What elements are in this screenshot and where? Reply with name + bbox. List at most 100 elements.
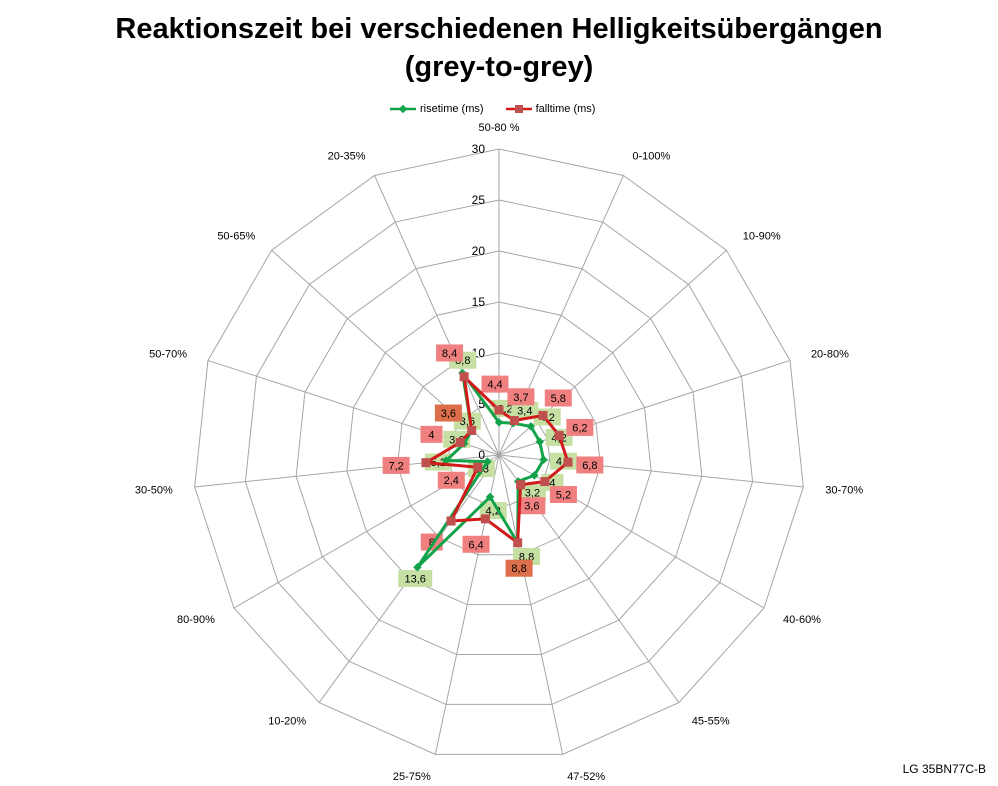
marker-risetime	[485, 492, 495, 502]
marker-falltime	[516, 480, 526, 490]
category-label: 50-65%	[217, 231, 255, 243]
grid-spoke	[498, 249, 727, 456]
data-label-box	[420, 425, 443, 443]
category-label: 25-75%	[393, 771, 431, 783]
series-line-falltime	[424, 375, 570, 545]
data-label-box	[507, 388, 535, 406]
data-label: 6,4	[468, 539, 483, 551]
marker-falltime	[473, 462, 483, 472]
data-label: 5,8	[551, 393, 566, 405]
data-label: 8,8	[511, 563, 526, 575]
data-label-box	[462, 535, 490, 553]
category-label: 50-80 %	[479, 122, 520, 134]
data-label: 4	[428, 429, 434, 441]
marker-risetime	[530, 471, 539, 480]
marker-risetime	[535, 437, 544, 447]
data-label: 8,4	[442, 348, 457, 360]
series-line-risetime	[415, 371, 546, 569]
legend-label-risetime: risetime (ms)	[420, 103, 484, 115]
radial-tick-label: 15	[472, 295, 486, 309]
category-label: 10-20%	[268, 715, 306, 727]
data-label: 3,2	[525, 488, 540, 500]
category-label: 30-50%	[135, 484, 173, 496]
marker-falltime	[459, 372, 469, 382]
legend-swatch-falltime	[505, 105, 532, 113]
category-label: 0-100%	[632, 150, 670, 162]
category-label: 40-60%	[783, 614, 821, 626]
data-label-box	[544, 389, 572, 407]
marker-falltime	[538, 410, 548, 420]
data-label-box	[576, 456, 604, 474]
data-label-box	[436, 344, 464, 362]
grid-spoke	[374, 175, 500, 456]
data-label-box	[566, 418, 594, 436]
marker-falltime	[554, 430, 564, 440]
data-label-box	[549, 486, 577, 504]
marker-risetime	[526, 422, 536, 431]
grid-ring	[244, 199, 754, 705]
data-label: 3,6	[524, 501, 539, 513]
legend-swatch-risetime	[390, 104, 416, 114]
data-label-box	[481, 375, 509, 393]
data-label: 13,6	[405, 574, 426, 586]
category-label: 10-90%	[743, 231, 781, 243]
marker-falltime	[494, 405, 504, 415]
marker-falltime	[421, 458, 431, 468]
category-label: 50-70%	[149, 349, 187, 361]
marker-falltime	[455, 437, 465, 447]
data-label-box	[437, 471, 465, 489]
category-label: 80-90%	[177, 614, 215, 626]
marker-risetime	[483, 457, 492, 466]
marker-falltime	[513, 538, 523, 548]
marker-risetime	[413, 562, 422, 572]
data-label: 5,2	[556, 490, 571, 502]
data-label: 2,4	[444, 475, 459, 487]
marker-falltime	[563, 457, 573, 467]
data-label-box	[434, 404, 462, 422]
data-label-box	[518, 497, 546, 515]
grid-ring	[194, 148, 804, 755]
chart-title-line-2: (grey-to-grey)	[404, 51, 594, 83]
legend-item-falltime: falltime (ms)	[505, 103, 596, 115]
category-label: 20-80%	[811, 349, 849, 361]
radial-tick-label: 30	[472, 142, 486, 156]
marker-risetime	[494, 418, 504, 427]
marker-falltime	[467, 425, 477, 435]
category-label: 45-55%	[692, 715, 730, 727]
model-label: LG 35BN77C-B	[902, 762, 986, 776]
data-label: 6,8	[582, 460, 597, 472]
data-label-box	[511, 402, 539, 420]
data-label: 3,7	[513, 392, 528, 404]
grid-spoke	[498, 454, 765, 609]
data-label-box	[398, 570, 433, 588]
grid-ring	[397, 352, 601, 556]
radial-tick-label: 0	[478, 448, 485, 462]
data-label: 4	[549, 477, 555, 489]
marker-falltime	[446, 516, 456, 526]
radial-tick-label: 25	[472, 193, 486, 207]
legend-item-risetime: risetime (ms)	[390, 103, 484, 115]
data-label: 7,2	[388, 460, 403, 472]
data-label: 3,4	[517, 406, 532, 418]
data-label-box	[505, 559, 533, 577]
data-label: 3,6	[441, 408, 456, 420]
chart-title: Reaktionszeit bei verschiedenen Helligke…	[0, 10, 998, 86]
grid-ring	[346, 301, 652, 606]
grid-spoke	[498, 454, 804, 488]
marker-risetime	[442, 456, 451, 465]
legend: risetime (ms) falltime (ms)	[390, 101, 595, 117]
radial-tick-label: 20	[472, 244, 486, 258]
legend-label-falltime: falltime (ms)	[535, 103, 596, 115]
chart-title-line-1: Reaktionszeit bei verschiedenen Helligke…	[115, 13, 883, 45]
grid-ring	[295, 250, 703, 656]
data-label-box	[518, 484, 546, 502]
marker-risetime	[539, 455, 548, 464]
marker-falltime	[540, 477, 550, 487]
marker-falltime	[509, 416, 519, 426]
data-label: 6,2	[572, 422, 587, 434]
data-label: 4,4	[487, 379, 502, 391]
grid-spoke	[498, 454, 564, 755]
data-label-box	[382, 456, 410, 474]
category-label: 20-35%	[328, 150, 366, 162]
